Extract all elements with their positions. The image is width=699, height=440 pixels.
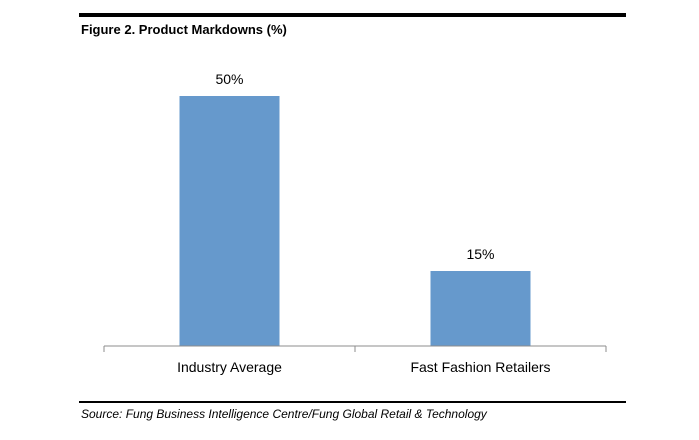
data-label-2: 15% [466,246,494,262]
bar-2 [430,271,531,346]
category-label-1: Industry Average [177,359,282,375]
top-rule [79,13,626,17]
category-label-2: Fast Fashion Retailers [410,359,550,375]
data-label-1: 50% [215,71,243,87]
figure-title: Figure 2. Product Markdowns (%) [81,22,287,37]
bar-1 [179,96,280,346]
source-note: Source: Fung Business Intelligence Centr… [81,407,487,421]
bottom-rule [79,401,626,403]
